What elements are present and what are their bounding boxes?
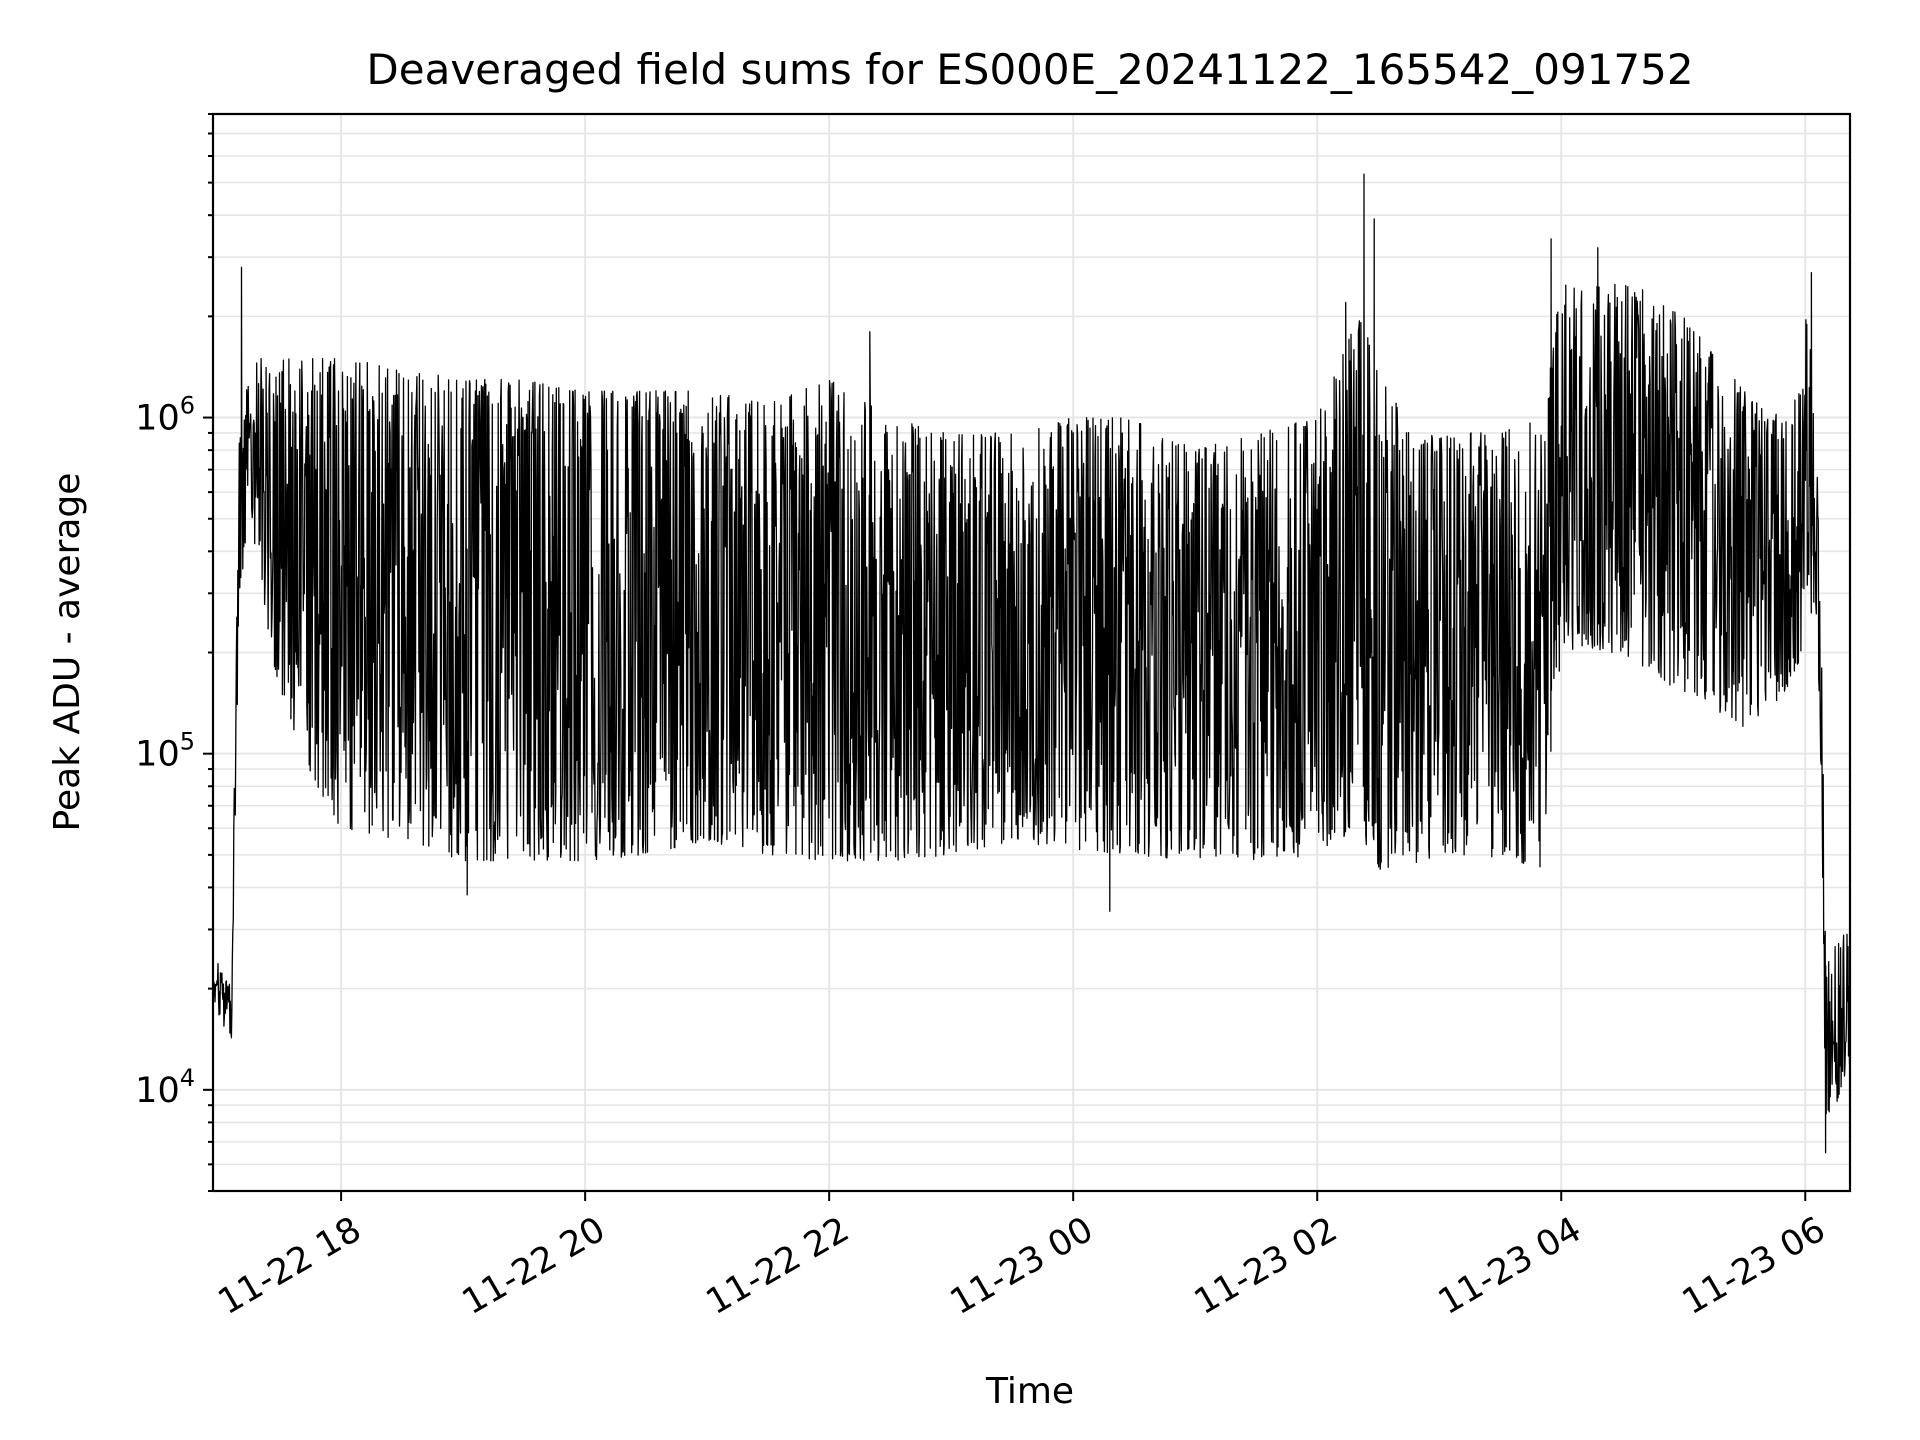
y-tick-base: 10	[135, 399, 180, 439]
y-tick-label: 105	[135, 728, 195, 775]
series-line	[212, 173, 1851, 1154]
y-tick-exponent: 5	[180, 728, 195, 756]
y-tick-exponent: 6	[180, 392, 195, 420]
y-tick-label: 104	[135, 1064, 195, 1111]
x-axis-label: Time	[985, 1371, 1074, 1412]
y-tick-base: 10	[135, 1071, 180, 1111]
y-tick-base: 10	[135, 735, 180, 775]
y-tick-label: 106	[135, 392, 195, 439]
chart-title: Deaveraged field sums for ES000E_2024112…	[366, 45, 1693, 94]
y-axis-label: Peak ADU - average	[47, 473, 88, 832]
series	[212, 173, 1851, 1154]
y-tick-exponent: 4	[180, 1064, 195, 1092]
